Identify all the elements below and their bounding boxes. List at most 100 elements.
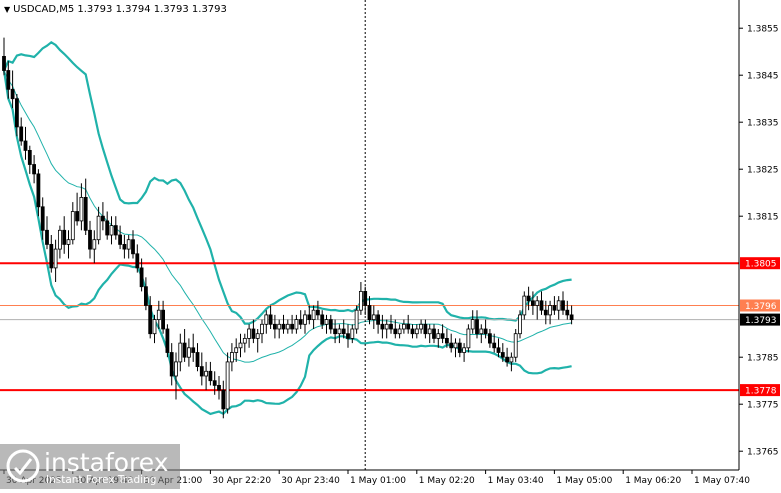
candle <box>500 343 505 362</box>
candle-body <box>14 98 19 128</box>
candle-body <box>212 380 217 386</box>
candle <box>217 376 221 400</box>
candle-body <box>384 323 389 330</box>
time-tick-label: 1 May 05:00 <box>556 476 612 486</box>
candle <box>131 230 135 259</box>
candle-body <box>389 323 393 330</box>
candle-body <box>156 309 161 321</box>
candle <box>522 291 527 320</box>
candle <box>320 310 325 329</box>
candle <box>333 319 338 344</box>
candle-body <box>251 328 256 339</box>
candle <box>432 324 436 344</box>
candle <box>19 117 24 146</box>
price-tick-label: 1.3775 <box>747 401 779 411</box>
candle-body <box>53 248 58 269</box>
candle <box>49 235 54 273</box>
candle <box>14 94 19 137</box>
candle <box>470 310 475 334</box>
candle-body <box>315 309 320 316</box>
candle-body <box>303 314 307 325</box>
level-price-label: 1.3796 <box>745 302 777 312</box>
candle <box>509 352 514 372</box>
candle-body <box>380 323 385 330</box>
candle <box>380 314 385 339</box>
candle <box>62 216 67 254</box>
candle-body <box>195 352 200 367</box>
candle <box>397 324 402 339</box>
candle-body <box>427 328 432 335</box>
candle-body <box>199 366 204 377</box>
candle-body <box>32 164 36 175</box>
candle-body <box>423 323 428 335</box>
level-price-label: 1.3778 <box>745 387 777 397</box>
candle <box>126 235 131 259</box>
candle-body <box>152 319 157 335</box>
candle-body <box>492 342 497 349</box>
level-price-tag <box>740 257 780 270</box>
candle-body <box>126 239 131 250</box>
candle <box>410 324 415 339</box>
candle-body <box>135 253 140 269</box>
candle <box>552 296 557 315</box>
candle <box>221 380 226 419</box>
candle-body <box>247 328 252 339</box>
candle <box>298 310 303 329</box>
candle <box>204 361 209 391</box>
candle <box>2 37 6 76</box>
candle <box>109 216 114 245</box>
candle-body <box>27 149 32 165</box>
candle-body <box>96 215 101 241</box>
candle-body <box>19 126 24 142</box>
candle-body <box>36 173 41 208</box>
candle-body <box>522 295 527 316</box>
price-tick-label: 1.3785 <box>747 354 779 364</box>
candle <box>40 197 45 240</box>
candle-body <box>371 314 376 320</box>
candle-body <box>217 384 221 391</box>
time-tick-label: 1 May 03:40 <box>488 476 544 486</box>
candle-body <box>88 229 92 250</box>
candle-body <box>565 309 570 316</box>
candle <box>242 333 247 353</box>
time-tick-label: 1 May 07:40 <box>694 476 750 486</box>
candle-body <box>518 314 522 335</box>
collapse-triangle-icon[interactable]: ▼ <box>4 5 11 14</box>
candle-body <box>2 56 6 71</box>
candle <box>88 220 92 259</box>
candle <box>444 329 449 348</box>
candle-body <box>165 328 170 353</box>
candle <box>27 145 32 174</box>
candle-body <box>453 342 458 349</box>
candle <box>346 324 350 348</box>
candle <box>358 282 363 315</box>
logo-icon <box>6 449 40 483</box>
symbol-header: ▼ USDCAD,M5 1.3793 1.3794 1.3793 1.3793 <box>4 4 227 15</box>
candle <box>406 314 411 334</box>
candle-body <box>483 328 488 335</box>
candle <box>548 300 552 325</box>
candle <box>505 347 510 367</box>
candle-body <box>561 300 565 311</box>
candle <box>341 319 346 339</box>
candle <box>53 239 58 282</box>
candle-body <box>272 323 277 330</box>
candle-body <box>298 319 303 325</box>
candle <box>401 319 406 334</box>
candle <box>466 324 471 353</box>
candle-body <box>363 290 368 306</box>
candle <box>182 329 187 362</box>
level-price-tag <box>740 299 780 312</box>
candle-body <box>290 323 295 330</box>
candle-body <box>23 140 28 151</box>
price-axis-background <box>739 0 781 489</box>
candle-body <box>440 333 445 339</box>
level-price-label: 1.3805 <box>745 260 777 270</box>
candle <box>328 314 333 334</box>
candle <box>79 183 84 231</box>
price-axis: 1.3855 1.3845 1.3835 1.3825 1.3815 1.3785 1.37… <box>738 0 781 489</box>
candle-body <box>238 342 243 349</box>
candle <box>23 126 28 160</box>
candle <box>294 314 299 334</box>
